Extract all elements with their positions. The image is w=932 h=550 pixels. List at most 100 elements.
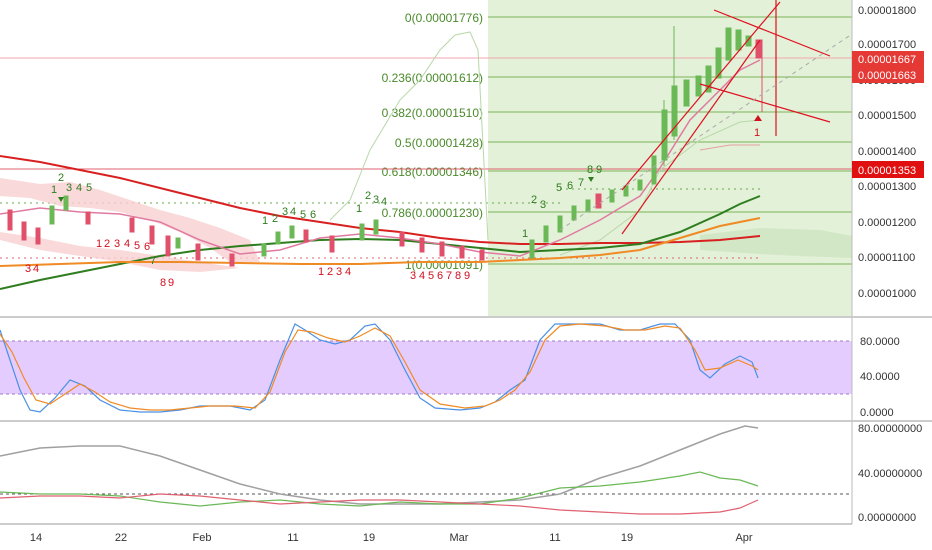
seq-count: 4 <box>290 206 296 218</box>
adx-panel <box>0 425 852 515</box>
seq-count: 5 <box>428 270 434 282</box>
adx-yaxis-labels: 80.00000000 40.00000000 0.00000000 <box>858 423 922 524</box>
stoch-tick: 0.0000 <box>860 407 894 419</box>
ma-red-long <box>0 155 761 245</box>
seq-count: 1 <box>356 203 362 215</box>
price-badge-3-text: 0.00001353 <box>858 165 916 177</box>
fib-label-0236: 0.236(0.00001612) <box>382 71 483 85</box>
arrow-markers <box>58 115 762 202</box>
stoch-tick: 80.0000 <box>860 336 900 348</box>
fib-label-0786: 0.786(0.00001230) <box>382 206 483 220</box>
price-yaxis-labels: 0.00001800 0.00001700 0.00001600 0.00001… <box>858 5 916 300</box>
projection-line <box>559 33 853 231</box>
price-tick: 0.00001400 <box>858 146 916 158</box>
adx-tick: 0.00000000 <box>858 512 916 524</box>
fib-label-05: 0.5(0.00001428) <box>395 136 483 150</box>
fib-label-0618: 0.618(0.00001346) <box>382 165 483 179</box>
seq-count: 1 <box>51 184 57 196</box>
sequential-counts: 2 1 3 4 5 1 2 3 4 5 6 3 4 7 8 9 1 2 3 4 … <box>25 127 760 289</box>
x-tick: 11 <box>549 532 560 544</box>
x-tick: 14 <box>30 532 42 544</box>
seq-count: 5 <box>86 182 92 194</box>
adx-line <box>0 425 759 505</box>
seq-count: 8 <box>587 164 593 176</box>
seq-count: 3 <box>540 199 546 211</box>
di-plus-line <box>0 471 759 507</box>
stoch-k-line <box>0 323 759 413</box>
price-tick: 0.00001000 <box>858 288 916 300</box>
price-tick: 0.00001500 <box>858 110 916 122</box>
x-tick: Feb <box>193 532 212 544</box>
seq-count: 2 <box>104 238 110 250</box>
seq-count: 1 <box>262 215 268 227</box>
x-tick: Apr <box>735 532 752 544</box>
stoch-yaxis-labels: 80.0000 40.0000 0.0000 <box>860 336 900 419</box>
seq-count: 5 <box>556 182 562 194</box>
candles <box>7 26 763 267</box>
seq-count: 1 <box>96 238 102 250</box>
x-tick: 19 <box>363 532 375 544</box>
seq-count: 6 <box>144 241 150 253</box>
seq-count: 4 <box>419 270 425 282</box>
seq-count: 1 <box>522 228 528 240</box>
seq-count: 2 <box>272 213 278 225</box>
seq-count: 4 <box>76 182 82 194</box>
price-tick: 0.00001200 <box>858 217 916 229</box>
seq-count: 7 <box>446 270 452 282</box>
di-minus-line <box>0 493 759 515</box>
seq-count: 4 <box>381 196 387 208</box>
seq-count: 2 <box>365 190 371 202</box>
stoch-panel <box>0 323 852 413</box>
price-badge-1 <box>852 51 924 67</box>
bollinger-lower-2 <box>699 144 760 151</box>
seq-count: 4 <box>124 238 130 250</box>
stoch-tick: 40.0000 <box>860 371 900 383</box>
stoch-d-line <box>0 323 759 411</box>
price-badge-3 <box>852 161 924 178</box>
seq-count: 7 <box>150 255 156 267</box>
seq-count: 7 <box>578 177 584 189</box>
fib-lines <box>488 16 852 265</box>
seq-count: 2 <box>531 194 537 206</box>
seq-count: 9 <box>596 164 602 176</box>
xaxis-labels: 14 22 Feb 11 19 Mar 11 19 Apr <box>30 532 753 544</box>
seq-count: 6 <box>310 209 316 221</box>
price-tick: 0.00001300 <box>858 181 916 193</box>
x-tick: 22 <box>115 532 127 544</box>
seq-count: 2 <box>327 266 333 278</box>
adx-tick: 40.00000000 <box>858 468 922 480</box>
price-tick: 0.00001100 <box>858 252 915 264</box>
ma-orange <box>0 217 761 267</box>
x-tick: 19 <box>621 532 633 544</box>
seq-count: 3 <box>410 270 416 282</box>
seq-count: 4 <box>345 266 351 278</box>
seq-count: 1 <box>754 127 760 139</box>
bollinger-upper <box>329 31 489 241</box>
price-tick: 0.00001700 <box>858 39 916 51</box>
price-panel: 0(0.00001776) 0.236(0.00001612) 0.382(0.… <box>0 0 853 316</box>
seq-count: 5 <box>300 209 306 221</box>
cloud-band-right <box>700 228 852 258</box>
stoch-band <box>0 341 852 394</box>
price-badge-2 <box>852 67 924 83</box>
seq-count: 9 <box>168 277 174 289</box>
seq-count: 8 <box>455 270 461 282</box>
trendlines <box>621 0 831 235</box>
seq-count: 3 <box>336 266 342 278</box>
price-badge-2-text: 0.00001663 <box>858 70 916 82</box>
price-badge-1-text: 0.00001667 <box>858 54 916 66</box>
seq-count: 1 <box>318 266 324 278</box>
adx-tick: 80.00000000 <box>858 423 922 435</box>
fib-label-0: 0(0.00001776) <box>405 11 483 25</box>
seq-count: 3 <box>282 206 288 218</box>
seq-count: 3 <box>373 194 379 206</box>
bollinger-lower <box>559 119 761 256</box>
seq-count: 3 <box>25 263 31 275</box>
seq-count: 8 <box>160 277 166 289</box>
price-tick: 0.00001800 <box>858 5 916 17</box>
seq-count: 2 <box>58 172 64 184</box>
seq-count: 3 <box>66 182 72 194</box>
x-tick: Mar <box>450 532 469 544</box>
seq-count: 6 <box>437 270 443 282</box>
